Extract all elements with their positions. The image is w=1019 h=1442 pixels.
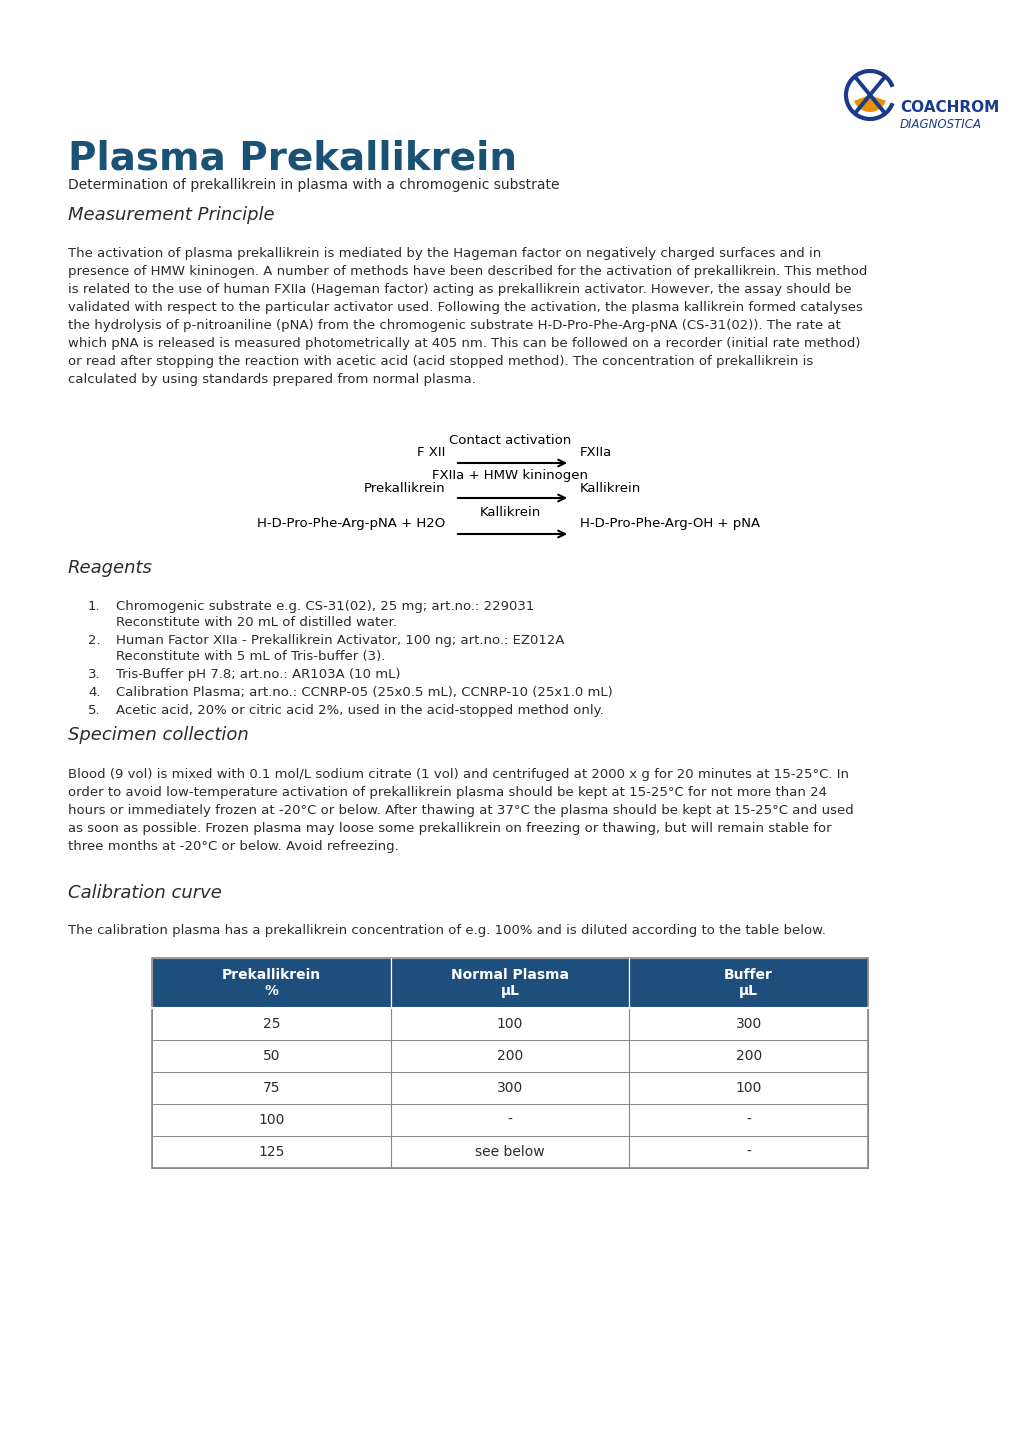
Text: The calibration plasma has a prekallikrein concentration of e.g. 100% and is dil: The calibration plasma has a prekallikre… bbox=[68, 924, 825, 937]
Text: Contact activation: Contact activation bbox=[448, 434, 571, 447]
Bar bbox=[152, 1136, 390, 1168]
Text: Chromogenic substrate e.g. CS-31(02), 25 mg; art.no.: 229031: Chromogenic substrate e.g. CS-31(02), 25… bbox=[116, 600, 534, 613]
Text: Normal Plasma: Normal Plasma bbox=[450, 968, 569, 982]
Text: 100: 100 bbox=[496, 1017, 523, 1031]
Text: 300: 300 bbox=[496, 1082, 523, 1094]
Text: COACHROM: COACHROM bbox=[899, 101, 999, 115]
Bar bbox=[629, 1040, 867, 1071]
Bar bbox=[629, 1136, 867, 1168]
Bar bbox=[629, 957, 867, 1008]
Text: see below: see below bbox=[475, 1145, 544, 1159]
Text: μL: μL bbox=[500, 983, 519, 998]
Text: -: - bbox=[507, 1113, 512, 1128]
Text: 200: 200 bbox=[496, 1048, 523, 1063]
Bar bbox=[629, 1105, 867, 1136]
Text: Blood (9 vol) is mixed with 0.1 mol/L sodium citrate (1 vol) and centrifuged at : Blood (9 vol) is mixed with 0.1 mol/L so… bbox=[68, 769, 853, 854]
Text: Prekallikrein: Prekallikrein bbox=[221, 968, 321, 982]
Bar bbox=[390, 1136, 629, 1168]
Bar bbox=[390, 1008, 629, 1040]
Bar bbox=[390, 957, 629, 1008]
Text: 125: 125 bbox=[258, 1145, 284, 1159]
Bar bbox=[152, 1105, 390, 1136]
Bar bbox=[152, 1040, 390, 1071]
Text: 25: 25 bbox=[262, 1017, 280, 1031]
Text: -: - bbox=[746, 1113, 750, 1128]
Bar bbox=[152, 957, 867, 1168]
Text: Human Factor XIIa - Prekallikrein Activator, 100 ng; art.no.: EZ012A: Human Factor XIIa - Prekallikrein Activa… bbox=[116, 634, 564, 647]
Bar bbox=[390, 1071, 629, 1105]
Text: μL: μL bbox=[739, 983, 757, 998]
Text: 100: 100 bbox=[258, 1113, 284, 1128]
Text: 2.: 2. bbox=[88, 634, 101, 647]
Text: DIAGNOSTICA: DIAGNOSTICA bbox=[899, 117, 981, 130]
Text: Reconstitute with 20 mL of distilled water.: Reconstitute with 20 mL of distilled wat… bbox=[116, 616, 396, 629]
Text: Specimen collection: Specimen collection bbox=[68, 725, 249, 744]
Bar bbox=[390, 1105, 629, 1136]
Text: Prekallikrein: Prekallikrein bbox=[363, 482, 444, 495]
Text: 3.: 3. bbox=[88, 668, 101, 681]
Text: Determination of prekallikrein in plasma with a chromogenic substrate: Determination of prekallikrein in plasma… bbox=[68, 177, 559, 192]
Text: Reagents: Reagents bbox=[68, 559, 153, 577]
Text: 300: 300 bbox=[735, 1017, 761, 1031]
Text: Plasma Prekallikrein: Plasma Prekallikrein bbox=[68, 138, 517, 177]
Text: FXIIa: FXIIa bbox=[580, 447, 611, 460]
Text: 75: 75 bbox=[262, 1082, 280, 1094]
Text: 100: 100 bbox=[735, 1082, 761, 1094]
Wedge shape bbox=[853, 95, 886, 112]
Text: -: - bbox=[746, 1145, 750, 1159]
Text: Reconstitute with 5 mL of Tris-buffer (3).: Reconstitute with 5 mL of Tris-buffer (3… bbox=[116, 650, 385, 663]
Text: Kallikrein: Kallikrein bbox=[580, 482, 641, 495]
Text: The activation of plasma prekallikrein is mediated by the Hageman factor on nega: The activation of plasma prekallikrein i… bbox=[68, 247, 866, 386]
Bar bbox=[152, 957, 390, 1008]
Text: 1.: 1. bbox=[88, 600, 101, 613]
Text: Measurement Principle: Measurement Principle bbox=[68, 206, 274, 224]
Text: %: % bbox=[264, 983, 278, 998]
Text: FXIIa + HMW kininogen: FXIIa + HMW kininogen bbox=[432, 470, 587, 483]
Bar bbox=[390, 1040, 629, 1071]
Text: 50: 50 bbox=[262, 1048, 280, 1063]
Text: Tris-Buffer pH 7.8; art.no.: AR103A (10 mL): Tris-Buffer pH 7.8; art.no.: AR103A (10 … bbox=[116, 668, 400, 681]
Bar bbox=[152, 1071, 390, 1105]
Text: Buffer: Buffer bbox=[723, 968, 772, 982]
Bar bbox=[629, 1071, 867, 1105]
Text: Calibration Plasma; art.no.: CCNRP-05 (25x0.5 mL), CCNRP-10 (25x1.0 mL): Calibration Plasma; art.no.: CCNRP-05 (2… bbox=[116, 686, 612, 699]
Text: H-D-Pro-Phe-Arg-pNA + H2O: H-D-Pro-Phe-Arg-pNA + H2O bbox=[257, 518, 444, 531]
Text: F XII: F XII bbox=[416, 447, 444, 460]
Text: Calibration curve: Calibration curve bbox=[68, 884, 222, 903]
Text: 5.: 5. bbox=[88, 704, 101, 717]
Text: Kallikrein: Kallikrein bbox=[479, 506, 540, 519]
Text: Acetic acid, 20% or citric acid 2%, used in the acid-stopped method only.: Acetic acid, 20% or citric acid 2%, used… bbox=[116, 704, 603, 717]
Text: H-D-Pro-Phe-Arg-OH + pNA: H-D-Pro-Phe-Arg-OH + pNA bbox=[580, 518, 759, 531]
Bar bbox=[152, 1008, 390, 1040]
Text: 200: 200 bbox=[735, 1048, 761, 1063]
Bar bbox=[629, 1008, 867, 1040]
Text: 4.: 4. bbox=[88, 686, 101, 699]
